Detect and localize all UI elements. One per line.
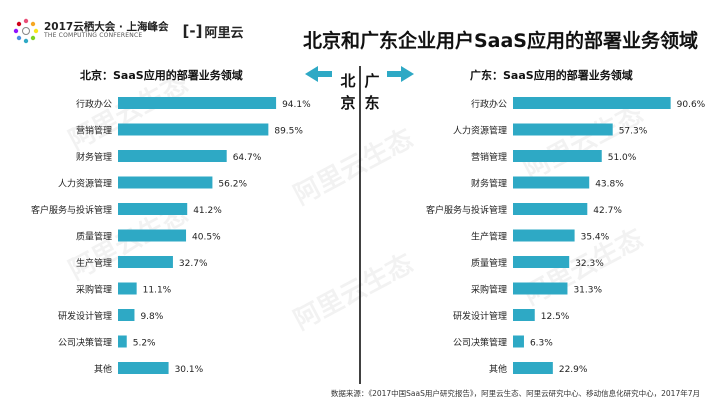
beijing-bar bbox=[118, 229, 187, 242]
guangdong-category-label: 质量管理 bbox=[471, 257, 507, 269]
page-title: 北京和广东企业用户SaaS应用的部署业务领域 bbox=[302, 30, 698, 52]
guangdong-category-label: 生产管理 bbox=[471, 231, 507, 243]
beijing-category-label: 采购管理 bbox=[76, 284, 112, 296]
left-arrow-icon bbox=[305, 66, 332, 82]
watermark-text: 阿里云生态 bbox=[519, 98, 648, 186]
guangdong-bar bbox=[513, 203, 588, 215]
beijing-category-label: 其他 bbox=[94, 363, 112, 375]
guangdong-category-label: 研发设计管理 bbox=[453, 310, 507, 322]
beijing-bar bbox=[118, 203, 188, 215]
beijing-category-label: 营销管理 bbox=[76, 125, 112, 137]
guangdong-bar bbox=[513, 229, 575, 242]
summit-title: 2017云栖大会 · 上海峰会 bbox=[44, 21, 169, 34]
guangdong-bar bbox=[513, 123, 613, 136]
beijing-category-label: 客户服务与投诉管理 bbox=[31, 204, 112, 216]
beijing-category-label: 生产管理 bbox=[76, 257, 112, 269]
guangdong-category-label: 人力资源管理 bbox=[453, 125, 507, 137]
right-region-label: 东 bbox=[364, 94, 379, 112]
guangdong-value-label: 22.9% bbox=[559, 365, 588, 375]
guangdong-bar bbox=[513, 282, 568, 295]
guangdong-chart-title: 广东：SaaS应用的部署业务领域 bbox=[470, 68, 633, 82]
guangdong-category-label: 行政办公 bbox=[471, 98, 507, 110]
right-region-label-bg bbox=[361, 67, 382, 119]
beijing-bar bbox=[118, 309, 135, 321]
left-region-label: 京 bbox=[340, 94, 355, 112]
guangdong-value-label: 57.3% bbox=[619, 127, 648, 137]
guangdong-value-label: 12.5% bbox=[541, 312, 570, 322]
beijing-category-label: 公司决策管理 bbox=[58, 337, 112, 349]
right-region-label: 广 bbox=[364, 72, 379, 90]
beijing-value-label: 56.2% bbox=[218, 180, 247, 190]
aliyun-logo-icon: [-] bbox=[182, 22, 203, 40]
guangdong-value-label: 31.3% bbox=[573, 286, 602, 296]
beijing-value-label: 41.2% bbox=[193, 206, 222, 216]
guangdong-bar bbox=[513, 176, 590, 189]
guangdong-bar bbox=[513, 362, 553, 374]
guangdong-bar bbox=[513, 335, 524, 348]
beijing-value-label: 11.1% bbox=[143, 286, 172, 296]
beijing-bar bbox=[118, 362, 169, 374]
beijing-category-label: 人力资源管理 bbox=[58, 178, 112, 190]
guangdong-value-label: 42.7% bbox=[593, 206, 622, 216]
guangdong-bar bbox=[513, 309, 535, 321]
guangdong-category-label: 财务管理 bbox=[471, 178, 507, 190]
beijing-bar bbox=[118, 97, 277, 109]
guangdong-category-label: 客户服务与投诉管理 bbox=[426, 204, 507, 216]
guangdong-category-label: 公司决策管理 bbox=[453, 337, 507, 349]
beijing-value-label: 89.5% bbox=[274, 127, 303, 137]
beijing-value-label: 5.2% bbox=[133, 339, 156, 349]
beijing-bar bbox=[118, 176, 213, 189]
beijing-value-label: 40.5% bbox=[192, 233, 221, 243]
guangdong-bar bbox=[513, 97, 671, 109]
beijing-category-label: 质量管理 bbox=[76, 231, 112, 243]
watermark-text: 阿里云生态 bbox=[289, 123, 418, 211]
right-arrow-icon bbox=[387, 66, 414, 82]
beijing-value-label: 9.8% bbox=[140, 312, 163, 322]
guangdong-value-label: 43.8% bbox=[595, 180, 624, 190]
guangdong-value-label: 6.3% bbox=[530, 339, 553, 349]
beijing-category-label: 财务管理 bbox=[76, 151, 112, 163]
source-note: 数据来源：《2017中国SaaS用户研究报告》，阿里云生态、阿里云研究中心、移动… bbox=[330, 389, 700, 398]
guangdong-value-label: 32.3% bbox=[575, 259, 604, 269]
left-region-label: 北 bbox=[340, 72, 355, 90]
summit-subtitle: THE COMPUTING CONFERENCE bbox=[44, 32, 143, 40]
beijing-bar bbox=[118, 335, 127, 348]
guangdong-category-label: 其他 bbox=[489, 363, 507, 375]
watermark-text: 阿里云生态 bbox=[289, 248, 418, 336]
beijing-value-label: 94.1% bbox=[282, 100, 311, 110]
left-region-label-bg bbox=[338, 67, 359, 119]
beijing-category-label: 研发设计管理 bbox=[58, 310, 112, 322]
header-logos: 2017云栖大会 · 上海峰会 THE COMPUTING CONFERENCE… bbox=[12, 14, 243, 48]
aliyun-logo: [-] 阿里云 bbox=[183, 22, 244, 41]
beijing-bar bbox=[118, 282, 137, 295]
beijing-bar bbox=[118, 256, 173, 268]
beijing-value-label: 64.7% bbox=[233, 153, 262, 163]
aliyun-logo-text: 阿里云 bbox=[204, 25, 244, 41]
summit-logo-icon bbox=[12, 17, 40, 45]
guangdong-category-label: 采购管理 bbox=[471, 284, 507, 296]
beijing-bar bbox=[118, 150, 227, 162]
guangdong-value-label: 35.4% bbox=[581, 233, 610, 243]
guangdong-category-label: 营销管理 bbox=[471, 151, 507, 163]
guangdong-value-label: 90.6% bbox=[677, 100, 706, 110]
guangdong-bar bbox=[513, 256, 570, 268]
beijing-value-label: 32.7% bbox=[179, 259, 208, 269]
beijing-chart-title: 北京：SaaS应用的部署业务领域 bbox=[80, 68, 243, 82]
beijing-category-label: 行政办公 bbox=[76, 98, 112, 110]
beijing-value-label: 30.1% bbox=[175, 365, 204, 375]
guangdong-value-label: 51.0% bbox=[608, 153, 637, 163]
beijing-bar bbox=[118, 123, 269, 136]
guangdong-bar bbox=[513, 150, 602, 162]
